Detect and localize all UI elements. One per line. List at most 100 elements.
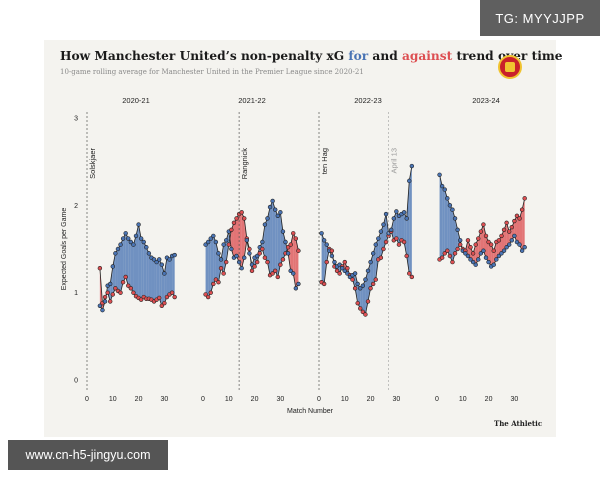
for-point [133, 233, 139, 239]
area-segment [133, 235, 136, 297]
y-tick-label: 2 [74, 203, 78, 210]
area-segment [398, 214, 402, 245]
against-point [120, 279, 126, 285]
area-segment [159, 259, 162, 306]
x-tick-label: 30 [276, 396, 284, 403]
for-point [370, 251, 376, 256]
against-point [514, 213, 520, 219]
y-axis-label: Expected Goals per Game [61, 208, 68, 291]
area-segment [120, 238, 124, 293]
against-point [280, 257, 286, 262]
area-segment [117, 244, 121, 293]
against-point [249, 268, 255, 274]
area-segment [401, 212, 405, 243]
against-point [499, 233, 504, 239]
for-point [509, 238, 514, 243]
area-segment [267, 207, 271, 276]
against-point [501, 227, 507, 232]
for-point [211, 233, 216, 239]
area-segment [125, 233, 129, 286]
x-tick-label: 0 [317, 396, 321, 403]
area-segment [164, 257, 167, 304]
against-point [381, 246, 386, 252]
area-segment [275, 209, 278, 277]
against-point [128, 286, 134, 291]
against-point [260, 246, 265, 252]
against-point [409, 274, 415, 280]
area-segment [447, 198, 450, 256]
against-point [342, 259, 347, 265]
against-point [108, 299, 113, 304]
area-segment [151, 257, 155, 302]
against-point [164, 294, 170, 300]
against-point [205, 294, 211, 300]
for-point [100, 307, 105, 313]
against-point [481, 222, 486, 227]
area-segment [236, 214, 240, 263]
for-point [452, 216, 458, 221]
for-point [342, 268, 347, 274]
against-point [445, 248, 450, 253]
for-point [162, 271, 167, 276]
area-segment [205, 242, 209, 298]
for-point [355, 281, 360, 287]
for-point [481, 248, 486, 253]
against-point [450, 259, 455, 265]
against-point [126, 283, 131, 288]
watermark-url: www.cn-h5-jingyu.com [8, 440, 168, 470]
x-tick-label: 0 [85, 396, 89, 403]
for-point [358, 286, 363, 291]
for-point [394, 209, 399, 214]
against-point [507, 229, 512, 234]
annotation-label: ten Hag [320, 148, 329, 174]
for-point [476, 257, 481, 262]
against-point [352, 286, 358, 291]
against-point [211, 281, 216, 287]
against-point [273, 268, 278, 274]
for-point [123, 231, 128, 236]
for-point [146, 251, 152, 256]
against-point [363, 312, 368, 317]
against-point [157, 295, 162, 301]
annotation-label: April 13 [390, 148, 399, 173]
area-segment [270, 200, 273, 276]
for-point [159, 262, 164, 267]
for-point [239, 266, 244, 271]
area-segment [241, 212, 245, 269]
area-segment [148, 253, 152, 300]
against-point [465, 238, 471, 243]
for-point [376, 236, 381, 241]
area-segment [123, 233, 126, 283]
for-point [244, 238, 250, 243]
for-point [154, 259, 159, 265]
for-point [473, 262, 478, 267]
area-segment [156, 259, 160, 300]
area-segment [516, 215, 520, 245]
for-point [319, 231, 324, 236]
for-point [293, 286, 299, 291]
y-tick-label: 1 [74, 290, 78, 297]
panel-label: 2021-22 [238, 96, 266, 105]
for-point [373, 242, 378, 247]
against-point [394, 236, 399, 241]
against-point [483, 233, 489, 239]
against-point [350, 277, 355, 282]
against-point [488, 242, 494, 247]
against-point [496, 238, 502, 243]
against-point [491, 248, 496, 253]
for-point [118, 242, 123, 247]
publisher-logo: The Athletic [494, 419, 543, 428]
area-segment [506, 222, 510, 248]
against-point [231, 220, 237, 226]
for-point [157, 257, 162, 262]
against-point [270, 271, 275, 276]
for-point [389, 227, 394, 232]
for-point [172, 252, 177, 258]
against-point [262, 255, 268, 260]
x-tick-label: 0 [201, 396, 205, 403]
area-segment [444, 189, 448, 254]
x-tick-label: 0 [435, 396, 439, 403]
for-point [445, 196, 450, 201]
against-point [334, 268, 340, 274]
x-tick-label: 20 [485, 396, 493, 403]
